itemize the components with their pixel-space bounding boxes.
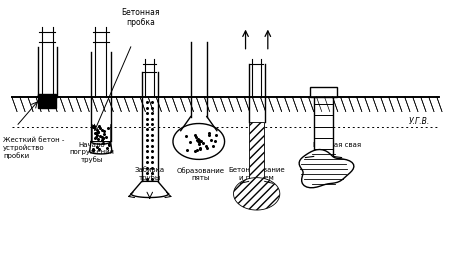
Bar [38, 95, 56, 108]
Polygon shape [173, 124, 225, 160]
Bar [310, 87, 337, 97]
Bar [92, 124, 110, 142]
Bar [12, 97, 439, 113]
Bar [249, 122, 264, 182]
Polygon shape [234, 178, 280, 210]
Text: Бетонная
пробка: Бетонная пробка [122, 8, 160, 27]
Text: Жесткий бетон -
устройство
пробки: Жесткий бетон - устройство пробки [3, 137, 64, 158]
Text: У.Г.В.: У.Г.В. [409, 117, 430, 126]
Text: Забивка
трубы: Забивка трубы [135, 167, 165, 181]
Text: Начало
погружения
трубы: Начало погружения трубы [69, 142, 114, 163]
Bar [314, 97, 333, 157]
Text: Образование
пяты: Образование пяты [177, 167, 225, 181]
Polygon shape [299, 150, 354, 188]
Text: Бетонирование
и подъем
трубы: Бетонирование и подъем трубы [228, 167, 285, 188]
Text: Готовая свая: Готовая свая [313, 142, 361, 148]
